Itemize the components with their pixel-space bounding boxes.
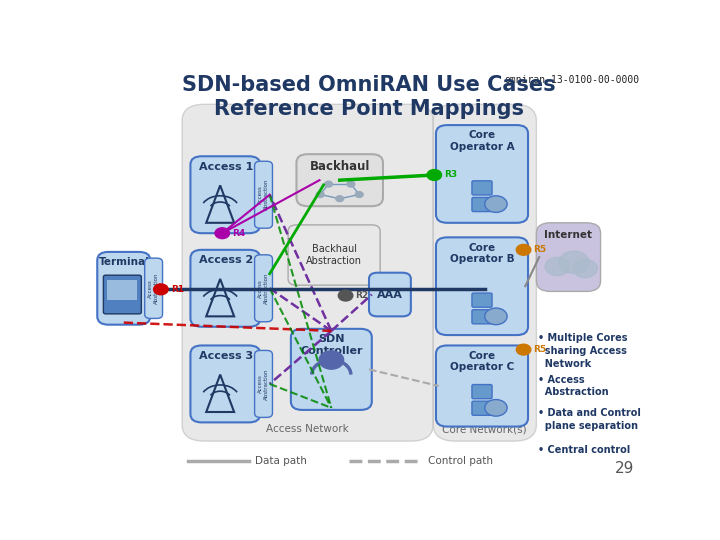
Text: omniran-13-0100-00-0000: omniran-13-0100-00-0000 bbox=[505, 75, 639, 85]
Text: Data path: Data path bbox=[255, 456, 307, 465]
FancyBboxPatch shape bbox=[369, 273, 411, 316]
FancyBboxPatch shape bbox=[182, 104, 433, 441]
FancyBboxPatch shape bbox=[472, 384, 492, 399]
Text: Core
Operator C: Core Operator C bbox=[450, 351, 514, 373]
FancyBboxPatch shape bbox=[291, 329, 372, 410]
Circle shape bbox=[485, 308, 507, 325]
Text: Backhaul
Abstraction: Backhaul Abstraction bbox=[306, 244, 362, 266]
Text: Internet: Internet bbox=[544, 230, 593, 240]
FancyBboxPatch shape bbox=[255, 350, 272, 417]
FancyBboxPatch shape bbox=[436, 346, 528, 427]
Text: Access 3: Access 3 bbox=[199, 351, 253, 361]
FancyBboxPatch shape bbox=[255, 161, 272, 228]
FancyBboxPatch shape bbox=[190, 250, 260, 327]
Text: Access
Abstraction: Access Abstraction bbox=[258, 179, 269, 211]
FancyBboxPatch shape bbox=[297, 154, 383, 206]
Text: • Multiple Cores
  sharing Access
  Network: • Multiple Cores sharing Access Network bbox=[538, 333, 628, 369]
Text: AAA: AAA bbox=[377, 289, 403, 300]
Text: Access 1: Access 1 bbox=[199, 161, 253, 172]
FancyBboxPatch shape bbox=[190, 346, 260, 422]
FancyBboxPatch shape bbox=[472, 310, 492, 324]
Text: R5: R5 bbox=[534, 345, 546, 354]
FancyBboxPatch shape bbox=[472, 198, 492, 212]
Bar bbox=[107, 280, 138, 300]
FancyBboxPatch shape bbox=[536, 223, 600, 292]
Text: Core
Operator B: Core Operator B bbox=[450, 243, 514, 265]
FancyBboxPatch shape bbox=[288, 225, 380, 285]
Text: • Access
  Abstraction: • Access Abstraction bbox=[538, 375, 608, 397]
Text: R1: R1 bbox=[171, 285, 184, 294]
Text: Access
Abstraction: Access Abstraction bbox=[148, 273, 159, 304]
Circle shape bbox=[336, 196, 343, 201]
Text: 29: 29 bbox=[615, 462, 634, 476]
Circle shape bbox=[338, 290, 353, 301]
FancyBboxPatch shape bbox=[436, 238, 528, 335]
FancyBboxPatch shape bbox=[190, 156, 260, 233]
Circle shape bbox=[427, 170, 441, 180]
Circle shape bbox=[573, 259, 598, 278]
Text: Terminal: Terminal bbox=[99, 258, 149, 267]
FancyBboxPatch shape bbox=[472, 401, 492, 415]
Text: R2: R2 bbox=[356, 291, 369, 300]
Circle shape bbox=[516, 245, 531, 255]
Circle shape bbox=[485, 400, 507, 416]
Text: R3: R3 bbox=[444, 171, 457, 179]
Circle shape bbox=[316, 192, 324, 198]
Circle shape bbox=[356, 192, 363, 198]
Circle shape bbox=[153, 284, 168, 295]
FancyBboxPatch shape bbox=[472, 293, 492, 307]
FancyBboxPatch shape bbox=[433, 104, 536, 441]
Circle shape bbox=[516, 344, 531, 355]
FancyBboxPatch shape bbox=[145, 258, 163, 319]
FancyBboxPatch shape bbox=[97, 252, 150, 325]
Circle shape bbox=[545, 258, 570, 275]
Text: SDN
Controller: SDN Controller bbox=[300, 334, 363, 356]
Text: Access
Abstraction: Access Abstraction bbox=[258, 273, 269, 304]
Text: R4: R4 bbox=[233, 229, 246, 238]
Text: Access Network: Access Network bbox=[266, 424, 349, 434]
Text: SDN-based OmniRAN Use Cases
Reference Point Mappings: SDN-based OmniRAN Use Cases Reference Po… bbox=[182, 75, 556, 119]
Text: • Data and Control
  plane separation: • Data and Control plane separation bbox=[538, 408, 641, 430]
Circle shape bbox=[559, 251, 589, 274]
Text: Control path: Control path bbox=[428, 456, 492, 465]
FancyBboxPatch shape bbox=[104, 275, 141, 314]
Circle shape bbox=[485, 196, 507, 212]
Text: Core Network(s): Core Network(s) bbox=[443, 424, 527, 434]
FancyBboxPatch shape bbox=[472, 181, 492, 195]
FancyBboxPatch shape bbox=[436, 125, 528, 223]
Text: Access 2: Access 2 bbox=[199, 255, 253, 265]
Circle shape bbox=[325, 181, 333, 187]
Circle shape bbox=[215, 228, 230, 239]
Text: Access
Abstraction: Access Abstraction bbox=[258, 368, 269, 400]
FancyBboxPatch shape bbox=[255, 255, 272, 322]
Text: Core
Operator A: Core Operator A bbox=[450, 131, 514, 152]
Text: Backhaul: Backhaul bbox=[310, 160, 370, 173]
Circle shape bbox=[347, 181, 355, 187]
Text: • Central control: • Central control bbox=[538, 446, 630, 455]
Circle shape bbox=[319, 351, 343, 369]
Text: R5: R5 bbox=[534, 245, 546, 254]
